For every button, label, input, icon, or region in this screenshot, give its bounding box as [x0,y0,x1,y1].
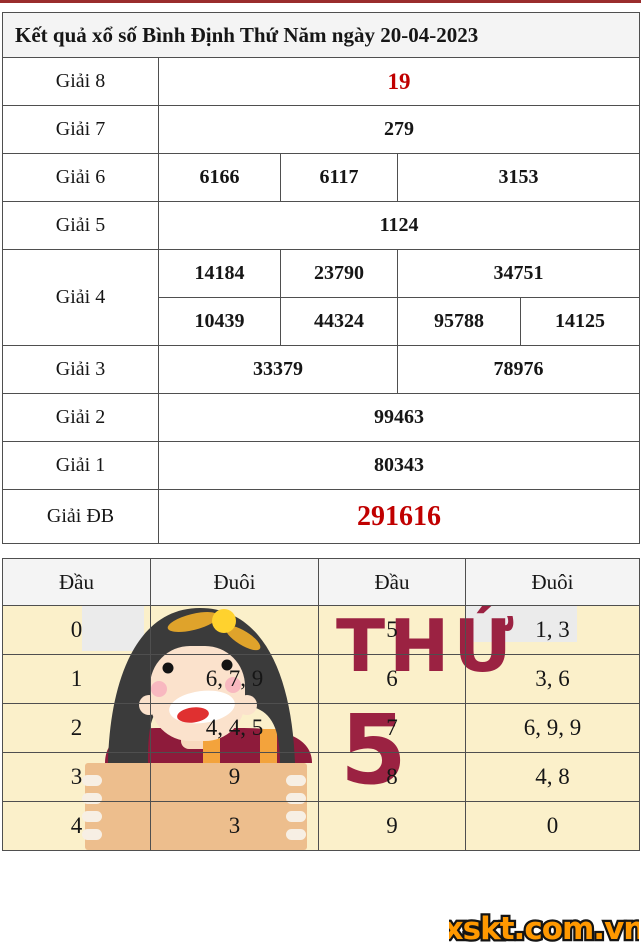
head-cell: 2 [2,703,151,753]
prize-label: Giải 4 [2,249,159,346]
prize-row-db: Giải ĐB 291616 [2,489,641,544]
tail-cell: 6, 7, 9 [150,654,319,704]
head-cell: 9 [318,801,466,851]
head-cell: 8 [318,752,466,802]
prize-label: Giải 7 [2,105,159,154]
tail-cell: 0 [465,801,640,851]
prize-number: 23790 [280,249,398,298]
prize-number: 6117 [280,153,398,202]
prize-number: 279 [157,105,641,154]
results-table: Kết quả xổ số Bình Định Thứ Năm ngày 20-… [1,12,641,544]
site-logo-text[interactable]: xskt.com.vn [449,909,639,950]
table-header-row: Đầu Đuôi Đầu Đuôi [2,558,640,606]
prize-number: 80343 [157,441,641,490]
prize-number: 14125 [519,297,641,346]
prize-row-g8: Giải 8 19 [2,57,641,106]
prize-number: 33379 [158,345,398,394]
prize-number: 1124 [157,201,641,250]
table-row: 0 5 1, 3 [2,605,640,655]
head-tail-table: Đầu Đuôi Đầu Đuôi 0 5 1, 3 1 6, 7, 9 6 3… [2,558,640,851]
prize-number: 14184 [158,249,281,298]
head-cell: 6 [318,654,466,704]
prize-row-g4a: Giải 4 14184 23790 34751 [2,249,641,346]
column-header: Đầu [2,558,151,606]
tail-cell [150,605,319,655]
prize-row-g6: Giải 6 6166 6117 3153 [2,153,641,202]
prize-number: 44324 [280,297,398,346]
top-accent-line [0,0,641,3]
tail-cell: 4, 4, 5 [150,703,319,753]
prize-number-jackpot: 291616 [157,489,641,544]
prize-label: Giải 8 [2,57,159,106]
head-cell: 0 [2,605,151,655]
head-cell: 4 [2,801,151,851]
head-cell: 3 [2,752,151,802]
tail-cell: 9 [150,752,319,802]
prize-number: 34751 [396,249,641,298]
table-row: 4 3 9 0 [2,801,640,851]
prize-label: Giải 6 [2,153,159,202]
tail-cell: 6, 9, 9 [465,703,640,753]
prize-number: 95788 [397,297,521,346]
prize-row-g3: Giải 3 33379 78976 [2,345,641,394]
prize-number: 10439 [158,297,281,346]
prize-number: 6166 [158,153,281,202]
prize-number: 19 [157,57,641,106]
prize-label: Giải 1 [2,441,159,490]
prize-label: Giải 3 [2,345,159,394]
prize-label: Giải ĐB [2,489,159,544]
table-row: Kết quả xổ số Bình Định Thứ Năm ngày 20-… [1,12,641,58]
prize-row-g4b: 10439 44324 95788 14125 [3,297,641,346]
table-row: 2 4, 4, 5 7 6, 9, 9 [2,703,640,753]
column-header: Đầu [318,558,466,606]
prize-label: Giải 2 [2,393,159,442]
prize-number: 78976 [396,345,641,394]
head-cell: 7 [318,703,466,753]
site-logo[interactable]: xskt.com.vn [449,906,639,950]
tail-cell: 3, 6 [465,654,640,704]
page-title: Kết quả xổ số Bình Định Thứ Năm ngày 20-… [1,12,641,58]
prize-row-g2: Giải 2 99463 [2,393,641,442]
head-cell: 5 [318,605,466,655]
prize-row-g5: Giải 5 1124 [2,201,641,250]
table-row: 1 6, 7, 9 6 3, 6 [2,654,640,704]
column-header: Đuôi [150,558,319,606]
tail-cell: 1, 3 [465,605,640,655]
table-row: 3 9 8 4, 8 [2,752,640,802]
tail-cell: 4, 8 [465,752,640,802]
head-tail-section: THỨ 5 Đầu Đuôi Đầu Đuôi 0 5 1, 3 1 6, 7,… [2,558,640,852]
tail-cell: 3 [150,801,319,851]
column-header: Đuôi [465,558,640,606]
prize-number: 3153 [396,153,641,202]
prize-row-g7: Giải 7 279 [2,105,641,154]
prize-row-g1: Giải 1 80343 [2,441,641,490]
prize-label: Giải 5 [2,201,159,250]
head-cell: 1 [2,654,151,704]
prize-number: 99463 [157,393,641,442]
